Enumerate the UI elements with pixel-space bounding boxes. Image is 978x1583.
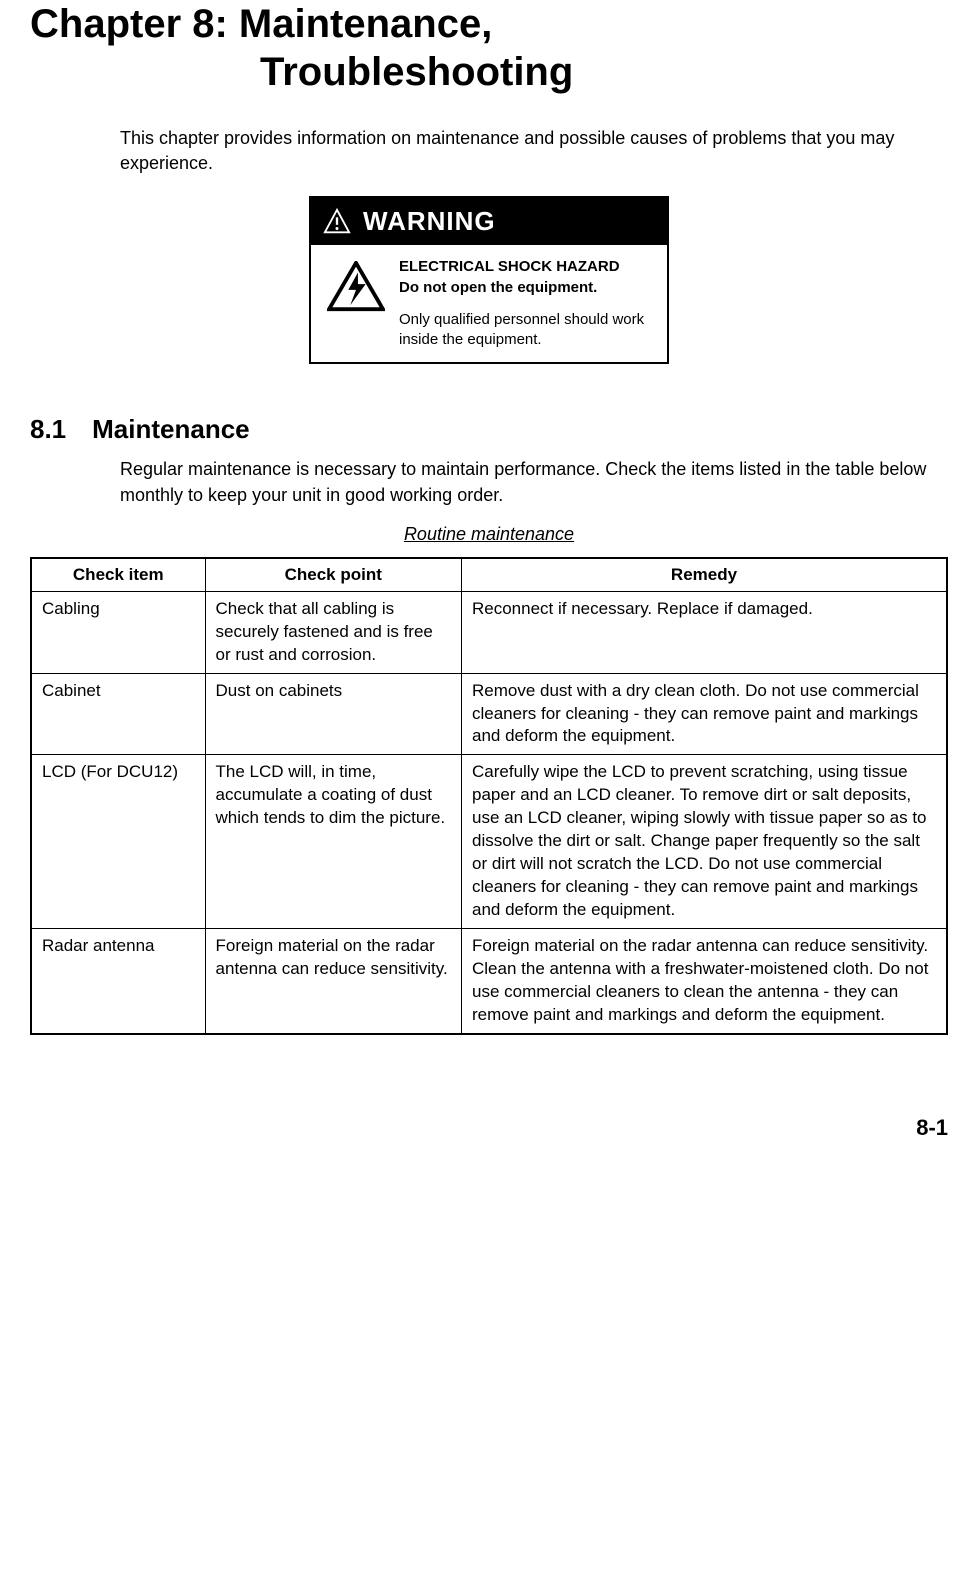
section-text: Regular maintenance is necessary to main…: [120, 457, 948, 507]
table-cell-point: Dust on cabinets: [205, 673, 461, 755]
table-row: Radar antenna Foreign material on the ra…: [31, 928, 947, 1033]
warning-hazard-title: ELECTRICAL SHOCK HAZARD: [399, 257, 651, 277]
table-cell-remedy: Reconnect if necessary. Replace if damag…: [462, 591, 948, 673]
table-cell-item: LCD (For DCU12): [31, 755, 205, 929]
table-cell-item: Cabinet: [31, 673, 205, 755]
table-caption: Routine maintenance: [30, 524, 948, 545]
section-title: 8.1 Maintenance: [30, 414, 948, 445]
chapter-intro: This chapter provides information on mai…: [120, 126, 948, 176]
table-row: Cabling Check that all cabling is secure…: [31, 591, 947, 673]
warning-text: ELECTRICAL SHOCK HAZARD Do not open the …: [399, 257, 651, 350]
table-header-check-item: Check item: [31, 558, 205, 592]
table-header-check-point: Check point: [205, 558, 461, 592]
table-row: Cabinet Dust on cabinets Remove dust wit…: [31, 673, 947, 755]
table-row: LCD (For DCU12) The LCD will, in time, a…: [31, 755, 947, 929]
warning-hazard-detail: Only qualified personnel should work ins…: [399, 310, 651, 351]
warning-header: WARNING: [311, 198, 667, 245]
chapter-title-line2: Troubleshooting: [30, 48, 948, 96]
warning-box: WARNING ELECTRICAL SHOCK HAZARD Do not o…: [309, 196, 669, 364]
warning-label: WARNING: [363, 206, 496, 237]
chapter-title: Chapter 8: Maintenance, Troubleshooting: [30, 0, 948, 96]
warning-body: ELECTRICAL SHOCK HAZARD Do not open the …: [311, 245, 667, 362]
table-cell-point: The LCD will, in time, accumulate a coat…: [205, 755, 461, 929]
chapter-title-line1: Chapter 8: Maintenance,: [30, 0, 948, 48]
table-cell-point: Check that all cabling is securely faste…: [205, 591, 461, 673]
table-cell-item: Radar antenna: [31, 928, 205, 1033]
warning-hazard-subtitle: Do not open the equipment.: [399, 278, 651, 298]
table-cell-remedy: Remove dust with a dry clean cloth. Do n…: [462, 673, 948, 755]
table-cell-remedy: Carefully wipe the LCD to prevent scratc…: [462, 755, 948, 929]
maintenance-table: Check item Check point Remedy Cabling Ch…: [30, 557, 948, 1035]
table-cell-remedy: Foreign material on the radar antenna ca…: [462, 928, 948, 1033]
table-header-remedy: Remedy: [462, 558, 948, 592]
table-header-row: Check item Check point Remedy: [31, 558, 947, 592]
page-number: 8-1: [30, 1115, 948, 1141]
electrical-shock-icon: [327, 261, 385, 313]
warning-triangle-icon: [323, 208, 351, 236]
table-cell-item: Cabling: [31, 591, 205, 673]
table-cell-point: Foreign material on the radar antenna ca…: [205, 928, 461, 1033]
